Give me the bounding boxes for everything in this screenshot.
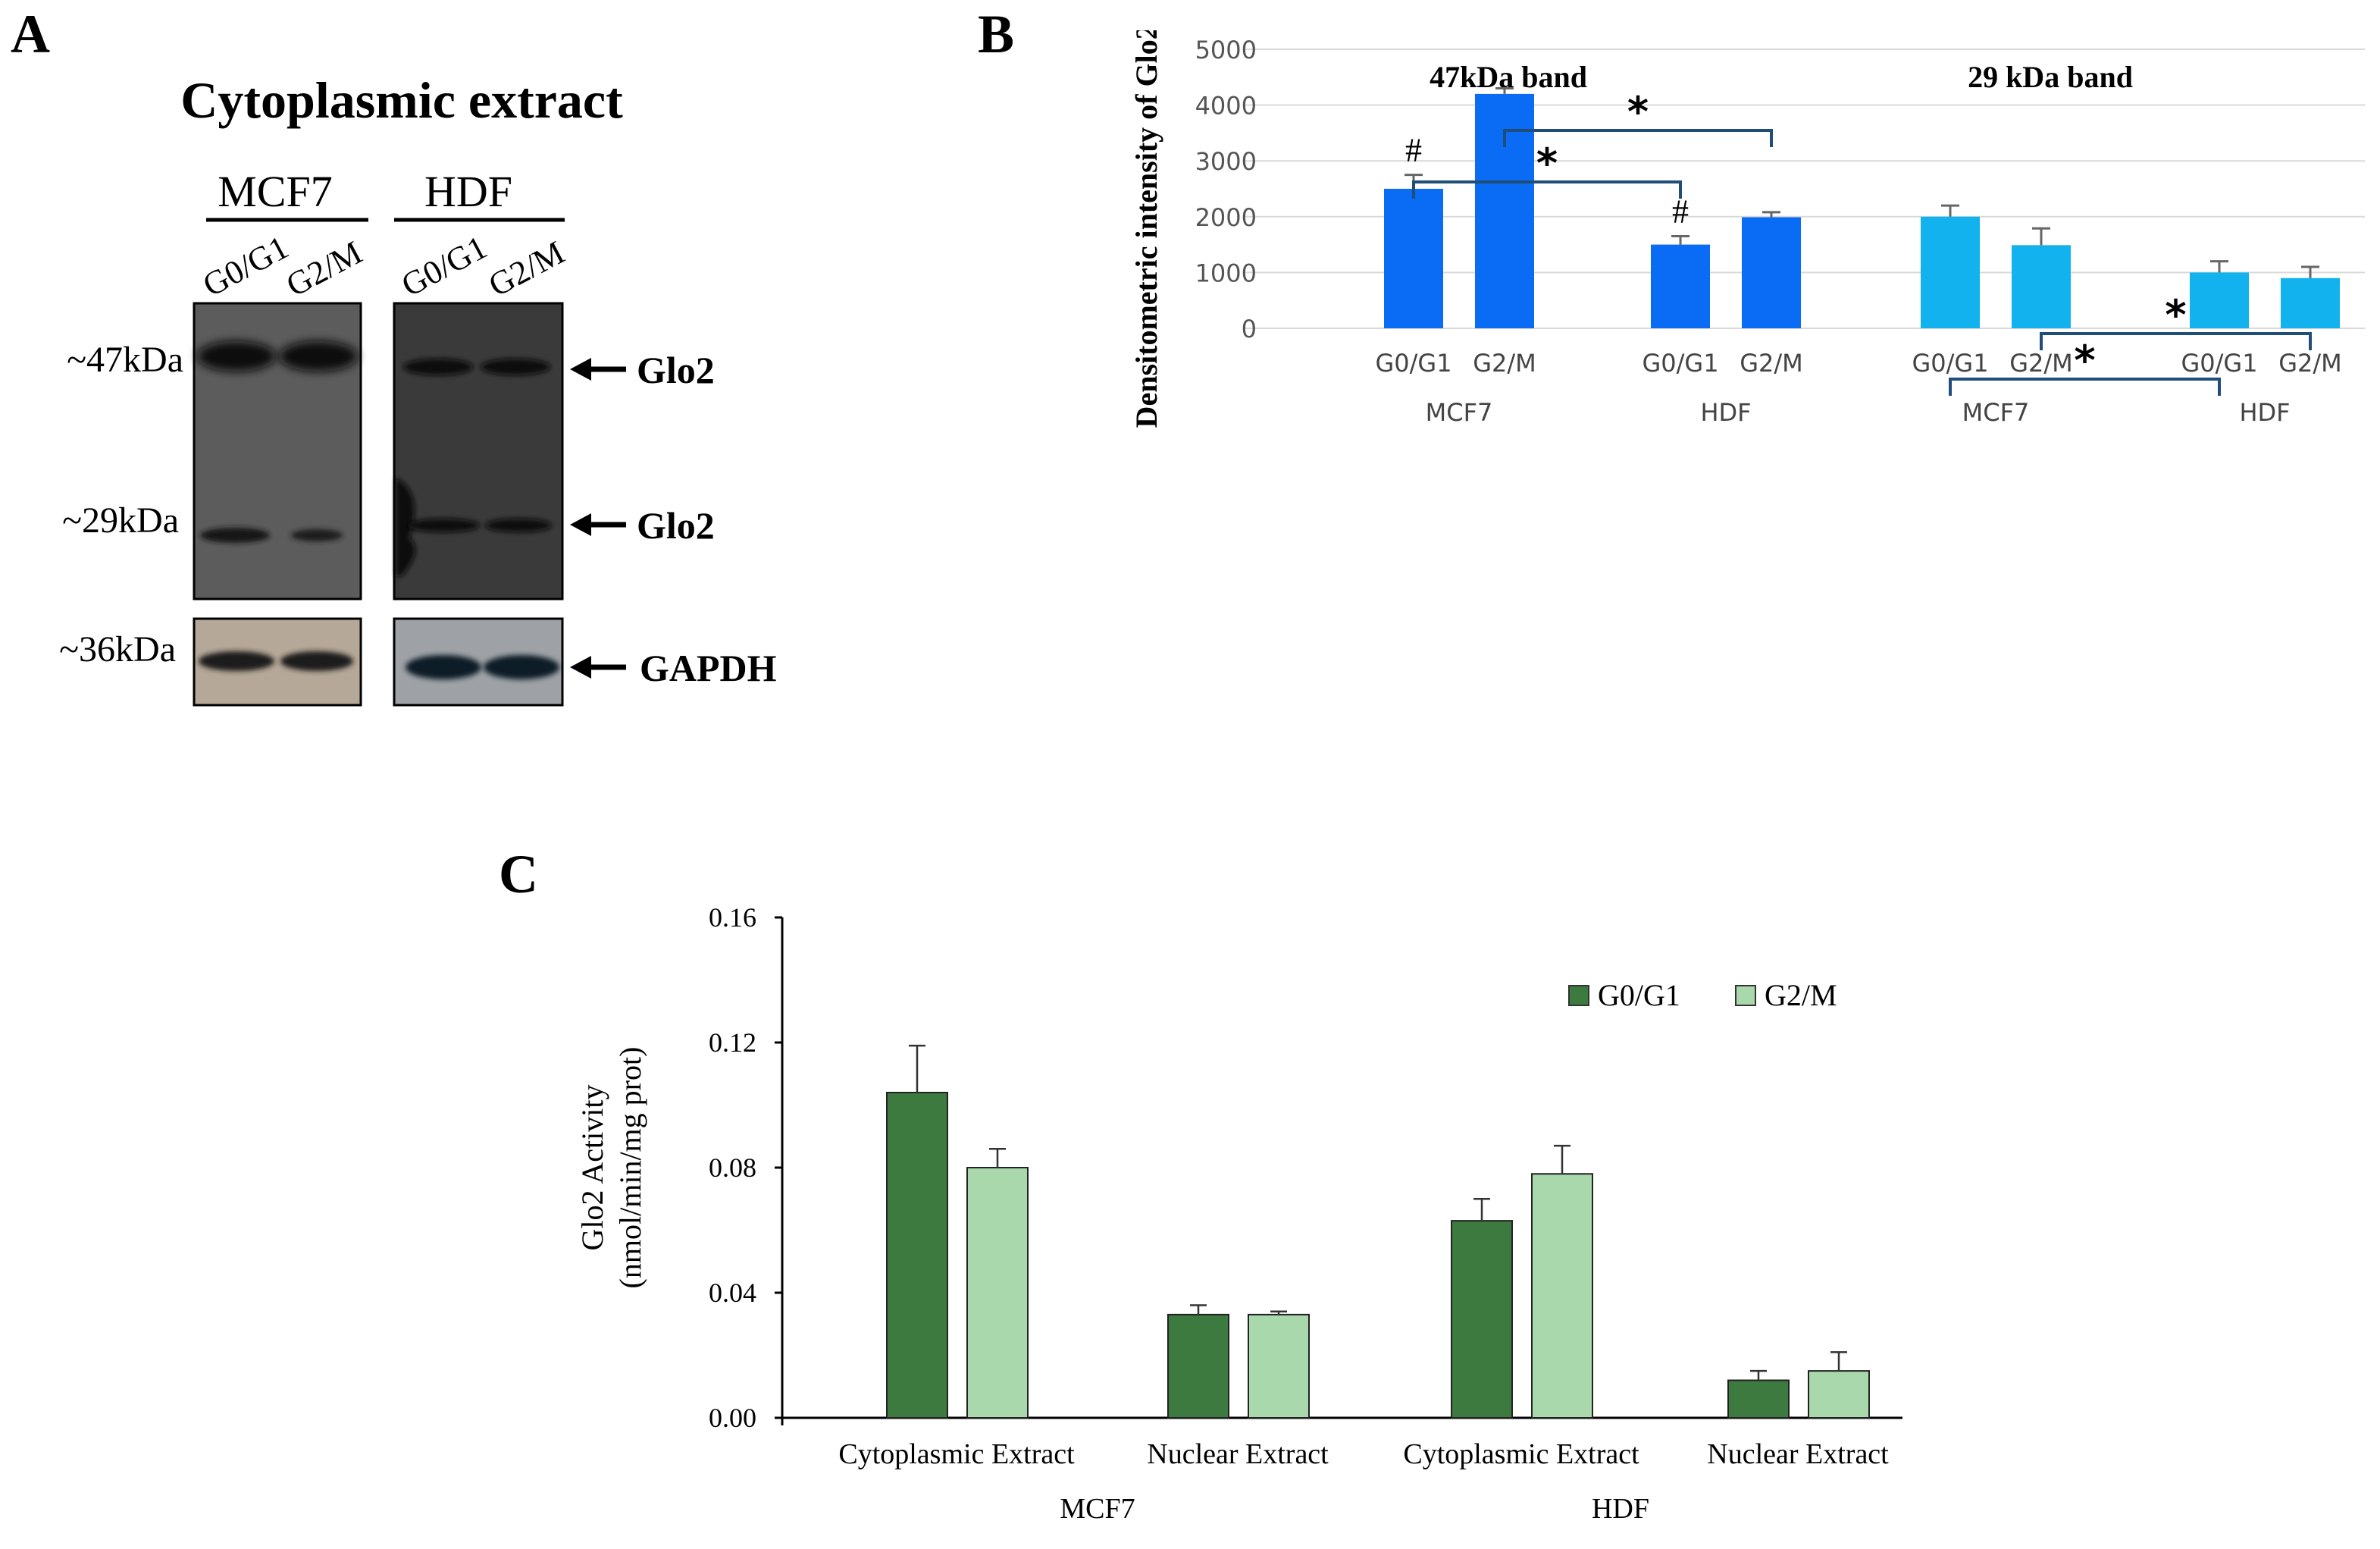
x-tick-label: G0/G1 [1375, 349, 1451, 378]
panel-letter-b: B [978, 4, 1015, 64]
y-tick-label: 4000 [1195, 92, 1257, 121]
band-label-glo2: Glo2 [637, 504, 715, 547]
bar [2190, 272, 2249, 328]
band-label-gapdh: GAPDH [640, 647, 777, 689]
bar [1384, 189, 1443, 328]
legend-label: G0/G1 [1598, 978, 1680, 1012]
x-tick-label: G2/M [2009, 349, 2073, 378]
y-tick-label: 1000 [1195, 259, 1257, 287]
bar [1651, 244, 1710, 328]
chart-c: Glo2 Activity (nmol/min/mg prot) 0.00 0.04 0… [575, 902, 1902, 1525]
lane-label: G0/G1 [197, 228, 295, 303]
y-tick-label: 0.16 [709, 902, 756, 933]
significance-bracket [1412, 180, 1682, 199]
x-tick-label: G0/G1 [1912, 349, 1988, 378]
band [279, 341, 358, 372]
band-label-glo2: Glo2 [637, 349, 715, 391]
y-tick-label: 0.00 [709, 1403, 756, 1433]
bar [1921, 216, 1980, 328]
group-label: HDF [2239, 398, 2290, 427]
bar [1742, 217, 1801, 328]
cell-line-label-hdf: HDF [424, 167, 512, 216]
group-label: MCF7 [1962, 398, 2030, 427]
bar [1531, 1173, 1593, 1419]
group-label: HDF [1700, 398, 1751, 427]
western-blot-panel: Cytoplasmic extract MCF7 HDF G0/G1 G2/M … [59, 71, 777, 707]
bar [1808, 1370, 1870, 1419]
significance-mark: # [1672, 193, 1689, 230]
bar [2012, 245, 2071, 328]
legend-swatch [1735, 985, 1756, 1006]
bar [966, 1167, 1029, 1419]
arrow-icon [570, 656, 626, 679]
y-tick-label: 0 [1242, 315, 1257, 343]
x-tick-label: G0/G1 [1642, 349, 1718, 378]
y-tick-label: 0.08 [709, 1152, 756, 1183]
bar [886, 1092, 948, 1419]
band [485, 519, 552, 532]
band [481, 359, 550, 375]
x-tick-label: G2/M [2278, 349, 2342, 378]
x-tick-label: Nuclear Extract [1147, 1438, 1329, 1470]
arrow-icon [570, 513, 626, 536]
group-label: MCF7 [1060, 1493, 1135, 1525]
x-tick-label: Cytoplasmic Extract [1403, 1438, 1639, 1470]
bar [2281, 278, 2340, 328]
significance-star: * [2074, 337, 2095, 384]
y-tick-label: 5000 [1195, 36, 1257, 64]
arrow-icon [570, 358, 626, 381]
band-title: 29 kDa band [1968, 60, 2133, 94]
group-label: MCF7 [1426, 398, 1493, 427]
y-tick-label: 0.04 [709, 1278, 756, 1308]
band [291, 529, 343, 541]
band [280, 651, 353, 671]
y-axis-label: (nmol/min/mg prot) [613, 1047, 647, 1289]
y-tick-label: 0.12 [709, 1027, 756, 1058]
group-label: HDF [1592, 1493, 1649, 1525]
blot-smear [396, 478, 415, 576]
significance-bracket [1503, 129, 1773, 147]
marker-29kda: ~29kDa [62, 500, 179, 541]
marker-36kda: ~36kDa [59, 629, 176, 669]
x-tick-label: G2/M [1740, 349, 1803, 378]
chart-b: Densitometric intensity of Glo2 band 0 100… [1129, 30, 2365, 428]
band [197, 341, 276, 372]
cell-line-label-mcf7: MCF7 [218, 167, 333, 216]
bar [1248, 1313, 1310, 1419]
significance-star: * [2165, 291, 2186, 339]
bar [1727, 1379, 1790, 1419]
lane-label: G2/M [280, 234, 368, 304]
marker-47kda: ~47kDa [67, 340, 183, 380]
band [403, 359, 473, 375]
significance-bracket [2040, 332, 2312, 350]
blot-membrane-hdf [393, 302, 564, 600]
band [407, 519, 480, 532]
significance-star: * [1536, 140, 1558, 187]
panel-letter-c: C [499, 844, 538, 905]
band [200, 528, 270, 543]
x-tick-label: Nuclear Extract [1707, 1438, 1889, 1470]
significance-star: * [1627, 88, 1649, 136]
y-tick-label: 2000 [1195, 203, 1257, 232]
blot-title: Cytoplasmic extract [180, 71, 623, 129]
band [406, 655, 481, 679]
band [199, 651, 274, 671]
band [484, 655, 559, 679]
x-tick-label: G0/G1 [2181, 349, 2257, 378]
x-tick-label: Cytoplasmic Extract [838, 1438, 1075, 1470]
significance-bracket [1949, 378, 2221, 396]
panel-letter-a: A [11, 4, 50, 64]
lane-label: G0/G1 [396, 228, 493, 303]
y-tick-label: 3000 [1195, 147, 1257, 176]
significance-mark: # [1405, 132, 1422, 169]
bar [1451, 1220, 1513, 1419]
bar [1167, 1313, 1229, 1419]
legend-label: G2/M [1765, 978, 1837, 1012]
x-tick-label: G2/M [1473, 349, 1536, 378]
y-axis-label: Glo2 Activity [575, 1085, 609, 1251]
legend-swatch [1568, 985, 1589, 1006]
y-axis-label: Densitometric intensity of Glo2 band [1129, 30, 1163, 428]
lane-label: G2/M [483, 234, 571, 304]
